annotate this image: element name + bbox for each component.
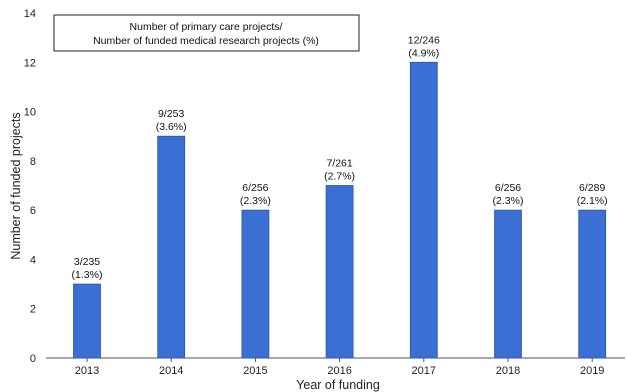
data-label-count: 7/261: [326, 158, 352, 170]
data-label-count: 6/289: [579, 182, 605, 194]
legend-line-1: Number of primary care projects/: [130, 21, 283, 33]
data-label-percent: (4.9%): [408, 47, 439, 59]
y-tick-label: 6: [30, 205, 36, 217]
data-label-count: 12/246: [408, 34, 440, 46]
data-label-percent: (2.7%): [324, 171, 355, 183]
bar-2019: [578, 209, 607, 359]
data-labels: 3/235(1.3%)9/253(3.6%)6/256(2.3%)7/261(2…: [72, 34, 608, 281]
y-tick-label: 4: [30, 254, 36, 266]
x-tick-label: 2018: [496, 365, 520, 377]
legend-box: Number of primary care projects/ Number …: [53, 14, 360, 52]
data-label-percent: (2.3%): [493, 195, 524, 207]
y-tick-label: 10: [24, 107, 36, 119]
y-tick-label: 0: [30, 353, 36, 365]
bar-2018: [494, 209, 522, 359]
x-tick-label: 2019: [580, 365, 604, 377]
x-tick-label: 2017: [412, 365, 436, 377]
bar-2014: [157, 135, 186, 359]
data-label-count: 6/256: [495, 182, 521, 194]
y-tick-label: 12: [24, 57, 36, 69]
x-axis-ticks: 2013 2014 2015 2016 2017 2018 2019: [75, 358, 604, 377]
bar-2013: [73, 283, 101, 359]
data-label-percent: (2.1%): [577, 195, 608, 207]
x-tick-label: 2015: [243, 365, 267, 377]
y-axis-title: Number of funded projects: [9, 112, 23, 259]
x-tick-label: 2016: [327, 365, 351, 377]
legend-line-2: Number of funded medical research projec…: [93, 35, 319, 47]
bar-2017: [409, 61, 438, 359]
data-label-percent: (1.3%): [72, 269, 103, 281]
data-label-count: 3/235: [74, 256, 100, 268]
x-axis-title: Year of funding: [296, 378, 380, 392]
y-tick-label: 8: [30, 156, 36, 168]
y-axis-ticks: 0 2 4 6 8 10 12 14: [24, 8, 36, 365]
data-label-percent: (2.3%): [240, 195, 271, 207]
bar-2015: [241, 209, 270, 359]
data-label-percent: (3.6%): [156, 121, 187, 133]
bars: [73, 61, 607, 359]
x-tick-label: 2013: [75, 365, 99, 377]
y-tick-label: 2: [30, 304, 36, 316]
bar-2016: [325, 185, 354, 359]
data-label-count: 9/253: [158, 108, 184, 120]
x-tick-label: 2014: [159, 365, 183, 377]
y-tick-label: 14: [24, 8, 36, 20]
data-label-count: 6/256: [242, 182, 268, 194]
